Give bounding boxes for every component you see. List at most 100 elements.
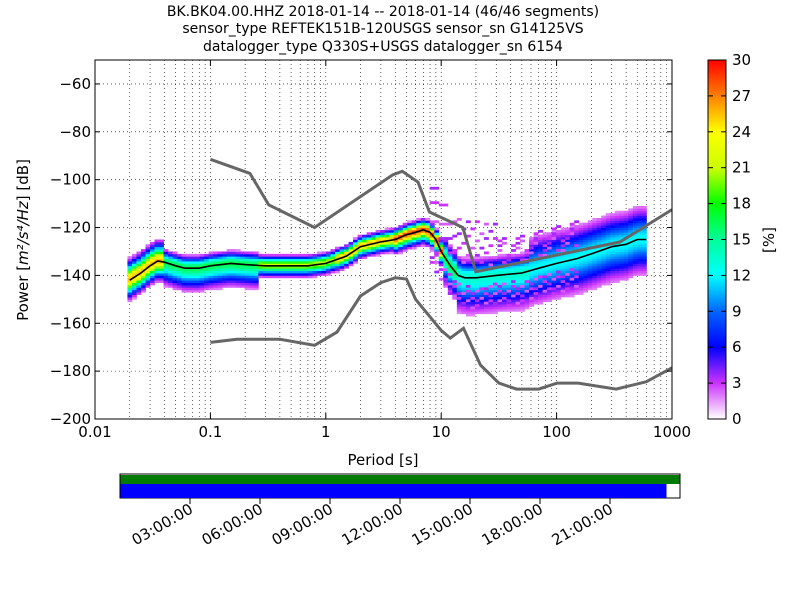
heatmap-cell	[213, 287, 219, 291]
heatmap-cell	[271, 263, 277, 267]
heatmap-cell	[542, 261, 548, 264]
heatmap-cell	[614, 229, 620, 233]
heatmap-cell	[420, 220, 426, 224]
heatmap-cell-sparse	[556, 270, 562, 274]
heatmap-cell	[154, 265, 160, 269]
heatmap-cell	[596, 277, 602, 281]
heatmap-cell-sparse	[560, 289, 566, 293]
heatmap-cell	[195, 265, 201, 269]
heatmap-cell	[483, 265, 489, 269]
heatmap-cell-sparse	[483, 301, 489, 305]
heatmap-cell	[240, 280, 246, 283]
heatmap-cell	[375, 251, 381, 255]
heatmap-cell	[316, 256, 322, 260]
heatmap-cell	[276, 275, 282, 279]
heatmap-cell	[172, 287, 178, 291]
heatmap-cell	[565, 263, 571, 267]
heatmap-cell	[267, 275, 273, 279]
heatmap-cell	[506, 270, 512, 274]
heatmap-cell	[592, 234, 598, 238]
y-tick-label: −120	[50, 219, 91, 237]
heatmap-cell	[492, 275, 498, 279]
heatmap-cell	[289, 265, 295, 269]
heatmap-cell	[601, 268, 607, 272]
heatmap-cell	[578, 289, 584, 293]
heatmap-cell	[533, 273, 539, 276]
heatmap-cell	[614, 251, 620, 255]
heatmap-cell	[583, 275, 589, 279]
heatmap-cell-sparse	[501, 237, 507, 240]
heatmap-cell	[596, 263, 602, 267]
heatmap-cell-sparse	[465, 284, 471, 288]
heatmap-cell	[596, 270, 602, 274]
heatmap-cell	[501, 253, 507, 257]
heatmap-cell	[605, 282, 611, 286]
heatmap-cell	[163, 251, 169, 255]
heatmap-cell	[637, 251, 643, 255]
heatmap-cell	[280, 273, 286, 276]
heatmap-cell-sparse	[511, 249, 516, 252]
heatmap-cell	[574, 282, 580, 286]
heatmap-cell	[443, 251, 449, 255]
heatmap-cell	[362, 256, 368, 260]
heatmap-cell	[244, 284, 250, 288]
heatmap-cell	[420, 244, 426, 248]
heatmap-cell	[267, 263, 273, 267]
heatmap-cell	[529, 263, 534, 267]
heatmap-cell	[168, 261, 173, 264]
heatmap-cell-sparse	[542, 280, 548, 283]
heatmap-cell	[601, 217, 607, 221]
heatmap-cell	[249, 251, 255, 255]
heatmap-cell	[619, 227, 625, 231]
heatmap-cell	[506, 296, 512, 300]
heatmap-cell	[452, 292, 458, 295]
heatmap-cell	[601, 253, 607, 257]
heatmap-cell	[596, 217, 602, 221]
heatmap-cell	[551, 234, 557, 238]
heatmap-cell-sparse	[474, 289, 480, 293]
heatmap-cell	[601, 277, 607, 281]
heatmap-cell	[506, 308, 512, 312]
heatmap-cell	[529, 237, 534, 240]
heatmap-cell	[425, 217, 431, 221]
heatmap-cell	[556, 277, 562, 281]
heatmap-cell	[605, 234, 611, 238]
heatmap-cell	[411, 237, 417, 240]
heatmap-cell	[145, 258, 151, 262]
heatmap-cell	[366, 234, 372, 238]
heatmap-cell	[623, 273, 629, 276]
heatmap-cell	[204, 287, 210, 291]
x-tick-label: 1000	[653, 423, 691, 441]
heatmap-cell	[154, 275, 160, 279]
heatmap-cell	[538, 258, 544, 262]
heatmap-cell	[506, 280, 512, 283]
heatmap-cell	[470, 282, 476, 286]
heatmap-cell	[479, 301, 485, 305]
heatmap-cell	[583, 251, 589, 255]
heatmap-cell	[172, 284, 178, 288]
heatmap-cell	[140, 256, 146, 260]
heatmap-cell	[587, 275, 593, 279]
heatmap-cell	[610, 261, 616, 264]
heatmap-cell	[226, 284, 232, 288]
nhnm-line	[209, 157, 672, 274]
heatmap-cell	[533, 246, 539, 250]
heatmap-cell	[240, 277, 246, 281]
heatmap-cell	[610, 263, 616, 267]
heatmap-cell	[312, 268, 318, 272]
heatmap-cell	[560, 265, 566, 269]
heatmap-cell	[628, 208, 634, 212]
heatmap-cell	[231, 258, 237, 262]
heatmap-cell	[402, 239, 408, 243]
heatmap-cell-sparse	[533, 292, 539, 295]
heatmap-cell	[614, 263, 620, 267]
heatmap-cell	[195, 282, 201, 286]
heatmap-cell	[181, 258, 187, 262]
heatmap-cell	[434, 253, 440, 257]
heatmap-cell	[592, 275, 598, 279]
heatmap-cell	[628, 256, 634, 260]
heatmap-cell	[592, 227, 598, 231]
heatmap-cell	[587, 280, 593, 283]
heatmap-cell-sparse	[538, 294, 544, 298]
